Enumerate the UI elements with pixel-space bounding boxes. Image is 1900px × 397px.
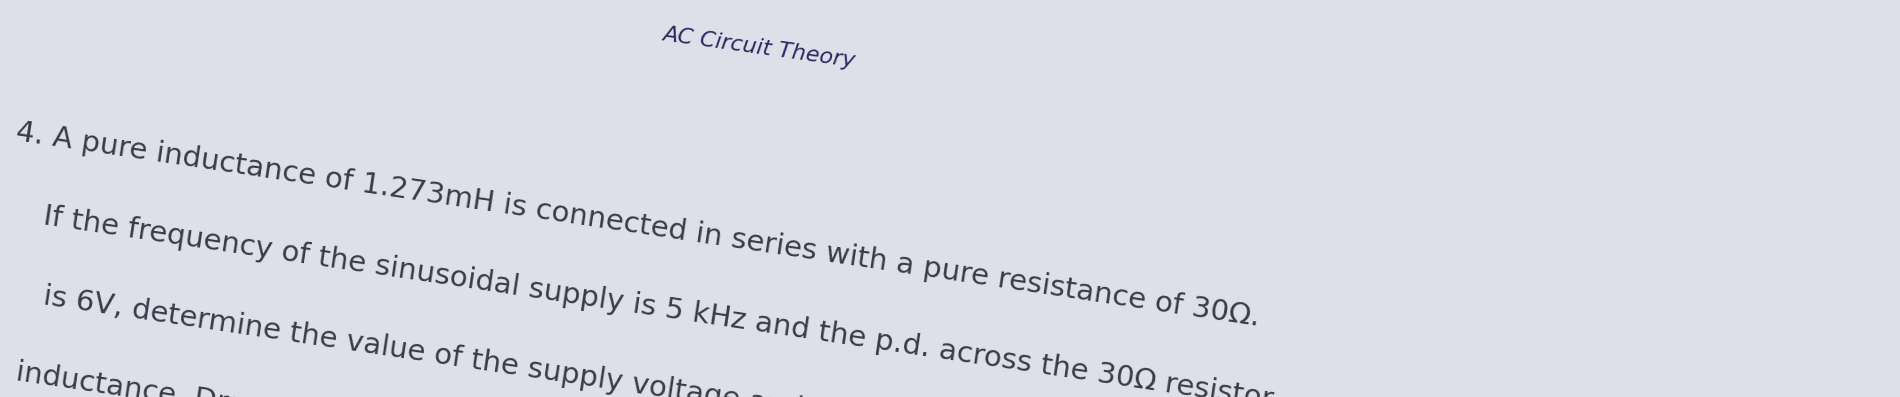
Text: AC Circuit Theory: AC Circuit Theory (661, 25, 857, 71)
Text: is 6V, determine the value of the supply voltage and the voltage across the 1.27: is 6V, determine the value of the supply… (13, 278, 1279, 397)
Text: If the frequency of the sinusoidal supply is 5 kHz and the p.d. across the 30Ω r: If the frequency of the sinusoidal suppl… (13, 198, 1275, 397)
Text: inductance. Draw the phasor diagram.: inductance. Draw the phasor diagram. (13, 358, 574, 397)
Text: 4. A pure inductance of 1.273mH is connected in series with a pure resistance of: 4. A pure inductance of 1.273mH is conne… (13, 118, 1262, 331)
